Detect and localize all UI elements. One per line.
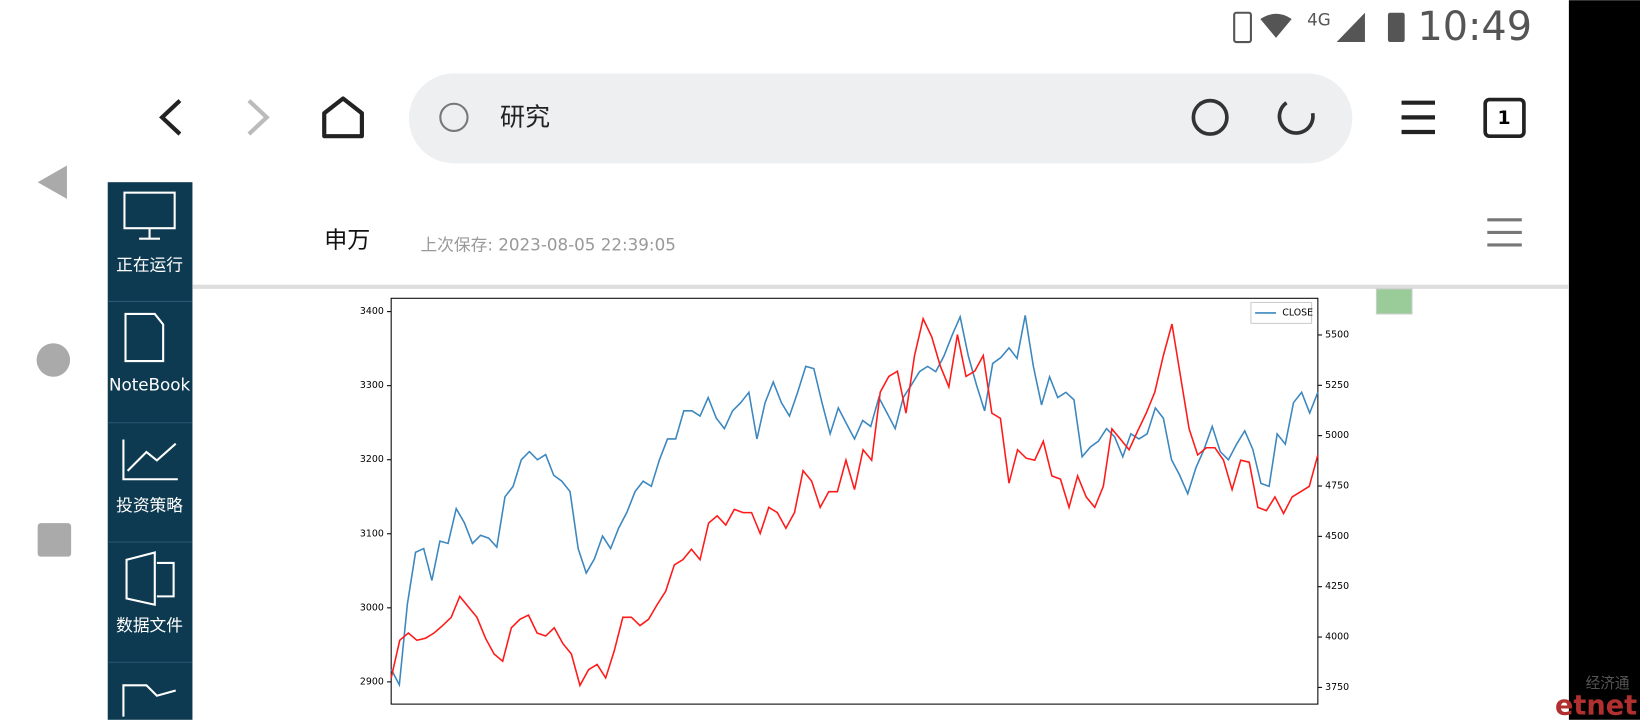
y2-tick-label: 5000 [1325, 430, 1349, 441]
back-button[interactable] [159, 99, 182, 136]
notebook-title: 申万 [324, 227, 370, 253]
icon-battery [1387, 12, 1405, 43]
sidebar-item[interactable]: 正在运行 [116, 254, 183, 274]
sidebar-item[interactable]: 投资策略 [116, 495, 183, 515]
network: 4G [1307, 10, 1331, 30]
nav-back[interactable] [37, 165, 67, 199]
edge-bar [1568, 0, 1640, 720]
watermark-cn: 经济通 [1586, 675, 1630, 692]
share-button[interactable] [1191, 98, 1229, 136]
y2-tick-label: 4250 [1325, 581, 1349, 592]
watermark-en: etnet [1555, 691, 1637, 720]
nav-recent[interactable] [37, 523, 72, 557]
plot-frame [390, 297, 1319, 705]
y2-tick-label: 4000 [1325, 632, 1349, 643]
tab-count: 1 [1497, 108, 1510, 129]
sidebar-icons [122, 191, 178, 717]
icon-wifi [1260, 13, 1292, 38]
y2-tick-label: 4750 [1325, 480, 1349, 491]
sidebar-item[interactable]: 数据文件 [116, 615, 183, 635]
clock: 10:49 [1417, 4, 1532, 50]
series-line [390, 314, 1319, 688]
sidebar [107, 182, 193, 720]
y-tick-label: 2900 [360, 676, 384, 687]
url: 研究 [500, 102, 550, 131]
y2-tick-label: 5250 [1325, 380, 1349, 391]
home-button[interactable] [322, 96, 364, 139]
y-tick-label: 3200 [360, 454, 384, 465]
sidebar-item[interactable]: NoteBook [109, 375, 191, 395]
nav-home[interactable] [36, 343, 71, 377]
broken-image [1375, 288, 1413, 315]
forward-button[interactable] [247, 99, 270, 136]
y2-tick-label: 5500 [1325, 329, 1349, 340]
y-tick-label: 3000 [360, 602, 384, 613]
y-tick-label: 3100 [360, 528, 384, 539]
y2-tick-label: 3750 [1325, 682, 1349, 693]
y-tick-label: 3400 [360, 306, 384, 317]
legend-label: CLOSE [1282, 307, 1313, 318]
tabs-button[interactable] [1483, 97, 1526, 139]
page-menu[interactable] [1487, 218, 1522, 247]
globe-icon [439, 102, 469, 132]
reload-button[interactable] [1277, 101, 1315, 135]
legend-box [1250, 301, 1313, 324]
chart: 2900 3000 3100 3200 3300 3400 3750 4000 4250 4500… [360, 297, 1349, 705]
last-saved: 上次保存: 2023-08-05 22:39:05 [420, 234, 675, 254]
y2-tick-label: 4500 [1325, 531, 1349, 542]
y-tick-label: 3300 [360, 380, 384, 391]
icon-hd [1233, 11, 1252, 44]
icon-signal [1336, 12, 1365, 43]
address-bar[interactable] [408, 73, 1353, 164]
series-line [390, 316, 1319, 688]
header-rule [192, 284, 1569, 289]
menu-button[interactable] [1401, 100, 1435, 135]
